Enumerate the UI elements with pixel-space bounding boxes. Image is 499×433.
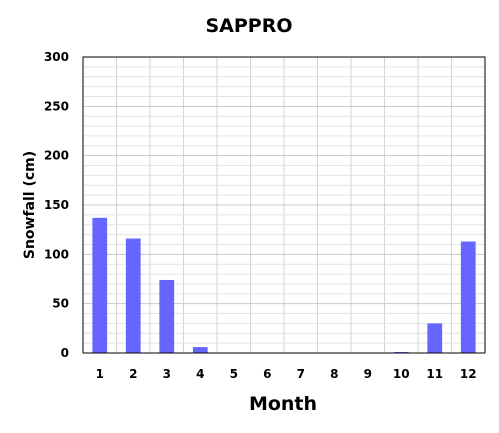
x-tick-label: 9 — [364, 367, 372, 381]
y-tick-label: 100 — [44, 247, 69, 261]
x-axis-title: Month — [249, 393, 317, 415]
y-tick-label: 250 — [44, 99, 69, 113]
x-tick-label: 10 — [393, 367, 410, 381]
x-tick-label: 3 — [163, 367, 171, 381]
x-tick-label: 6 — [263, 367, 271, 381]
plot-area — [82, 56, 486, 354]
bar-month-1 — [92, 217, 108, 353]
x-tick-label: 4 — [196, 367, 204, 381]
x-tick-label: 2 — [129, 367, 137, 381]
bars — [92, 217, 476, 353]
bar-month-3 — [159, 279, 175, 353]
y-tick-labels: 0 50 100 150 200 250 300 — [44, 50, 69, 360]
x-tick-label: 5 — [230, 367, 238, 381]
x-tick-label: 1 — [96, 367, 104, 381]
x-tick-label: 8 — [330, 367, 338, 381]
y-tick-label: 200 — [44, 149, 69, 163]
bar-month-11 — [427, 323, 443, 353]
bar-month-4 — [192, 347, 208, 353]
plot-frame — [82, 56, 486, 354]
x-tick-labels: 1 2 3 4 5 6 7 8 9 10 11 12 — [96, 367, 477, 381]
chart-title: SAPPRO — [205, 15, 292, 37]
y-tick-label: 150 — [44, 198, 69, 212]
bar-month-2 — [125, 238, 141, 353]
grid-lines — [83, 57, 485, 353]
x-tick-label: 11 — [426, 367, 443, 381]
x-tick-label: 7 — [297, 367, 305, 381]
bar-month-12 — [460, 241, 476, 353]
x-tick-label: 12 — [460, 367, 477, 381]
y-tick-label: 50 — [52, 297, 69, 311]
y-axis-title: Snowfall (cm) — [22, 151, 38, 259]
y-tick-label: 300 — [44, 50, 69, 64]
y-tick-label: 0 — [61, 346, 69, 360]
